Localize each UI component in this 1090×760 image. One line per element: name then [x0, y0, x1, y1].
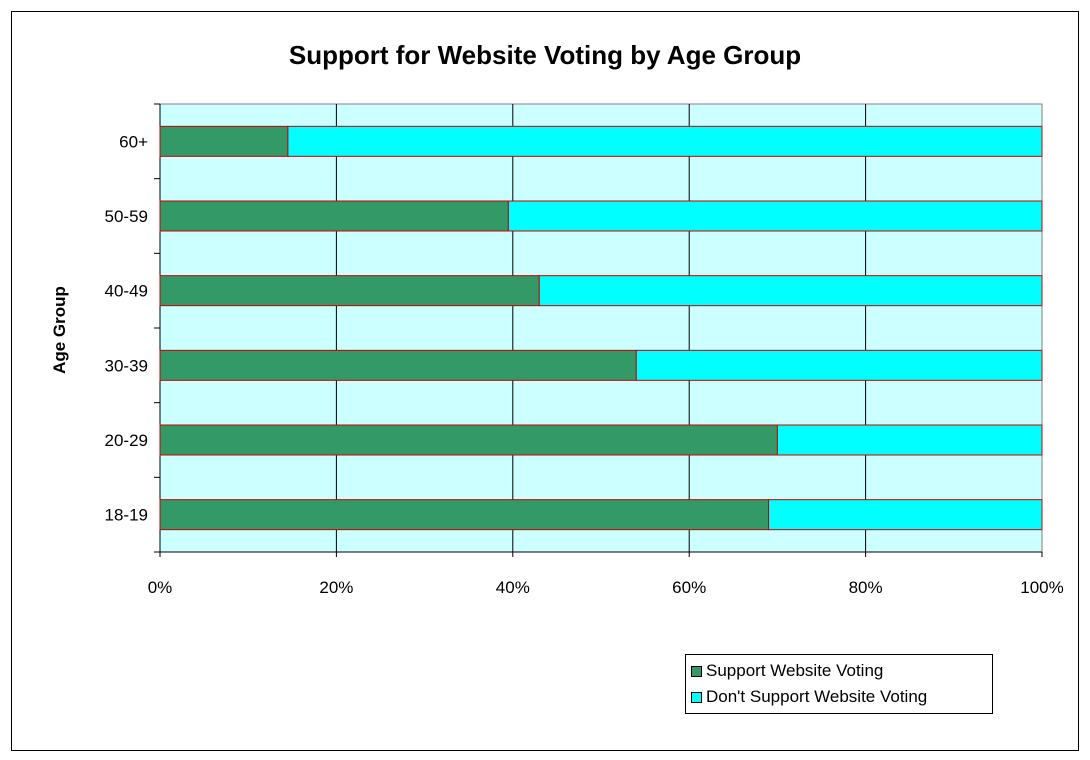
plot-area: [159, 103, 1043, 553]
y-tick-label: 20-29: [105, 431, 148, 450]
bar-dont-support: [776, 424, 1043, 456]
bar-dont-support: [635, 349, 1043, 381]
bar-support: [159, 200, 509, 232]
chart-title: Support for Website Voting by Age Group: [288, 40, 802, 70]
bar-dont-support: [538, 275, 1043, 307]
legend-label-dont-support: Don't Support Website Voting: [706, 687, 928, 706]
bar-dont-support: [768, 499, 1043, 531]
bar-dont-support: [507, 200, 1043, 232]
x-tick-label: 20%: [319, 578, 353, 597]
legend-item-support: Support Website Voting: [691, 658, 992, 684]
x-tick-label: 60%: [672, 578, 706, 597]
legend-swatch-dont-support: [691, 691, 702, 703]
x-tick-label: 0%: [148, 578, 173, 597]
y-tick-label: 60+: [119, 132, 148, 151]
y-tick-label: 40-49: [105, 282, 148, 301]
legend-label-support: Support Website Voting: [706, 661, 884, 680]
bar-dont-support: [287, 125, 1043, 157]
x-tick-label: 80%: [849, 578, 883, 597]
bar-support: [159, 125, 289, 157]
bar-support: [159, 499, 770, 531]
bar-support: [159, 349, 637, 381]
x-tick-label: 40%: [496, 578, 530, 597]
y-tick-label: 50-59: [105, 207, 148, 226]
legend: Support Website Voting Don't Support Web…: [685, 654, 993, 714]
x-tick-label: 100%: [1020, 578, 1063, 597]
legend-swatch-support: [691, 665, 702, 677]
y-tick-label: 30-39: [105, 356, 148, 375]
y-tick-label: 18-19: [105, 506, 148, 525]
legend-item-dont-support: Don't Support Website Voting: [691, 684, 992, 710]
bar-support: [159, 275, 540, 307]
bar-support: [159, 424, 778, 456]
